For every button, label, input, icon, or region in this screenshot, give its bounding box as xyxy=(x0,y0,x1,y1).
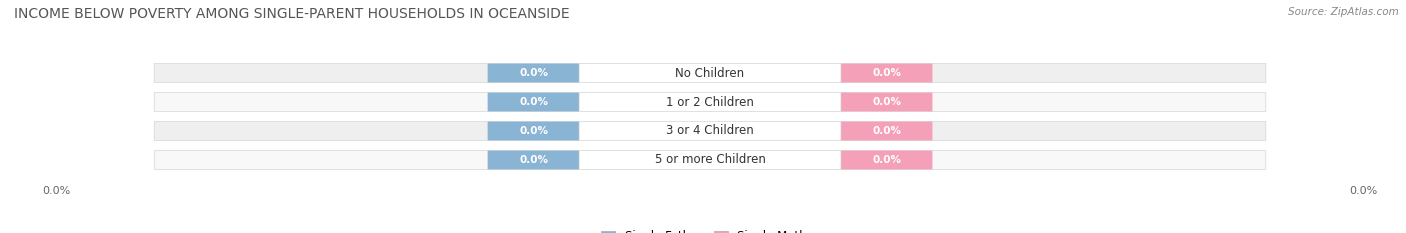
Text: 0.0%: 0.0% xyxy=(519,68,548,78)
FancyBboxPatch shape xyxy=(488,122,579,140)
Text: No Children: No Children xyxy=(675,66,745,79)
Text: 3 or 4 Children: 3 or 4 Children xyxy=(666,124,754,137)
Text: 0.0%: 0.0% xyxy=(872,155,901,165)
Text: 0.0%: 0.0% xyxy=(872,97,901,107)
FancyBboxPatch shape xyxy=(488,64,579,82)
Text: INCOME BELOW POVERTY AMONG SINGLE-PARENT HOUSEHOLDS IN OCEANSIDE: INCOME BELOW POVERTY AMONG SINGLE-PARENT… xyxy=(14,7,569,21)
FancyBboxPatch shape xyxy=(155,64,1265,82)
FancyBboxPatch shape xyxy=(579,64,841,82)
Text: 1 or 2 Children: 1 or 2 Children xyxy=(666,96,754,109)
FancyBboxPatch shape xyxy=(488,151,579,169)
Legend: Single Father, Single Mother: Single Father, Single Mother xyxy=(596,225,824,233)
FancyBboxPatch shape xyxy=(155,151,1265,169)
Text: 0.0%: 0.0% xyxy=(519,97,548,107)
FancyBboxPatch shape xyxy=(155,93,1265,111)
FancyBboxPatch shape xyxy=(579,151,841,169)
Text: 0.0%: 0.0% xyxy=(872,126,901,136)
FancyBboxPatch shape xyxy=(155,122,1265,140)
Text: 0.0%: 0.0% xyxy=(872,68,901,78)
Text: 0.0%: 0.0% xyxy=(519,155,548,165)
FancyBboxPatch shape xyxy=(841,151,932,169)
FancyBboxPatch shape xyxy=(579,93,841,111)
Text: 0.0%: 0.0% xyxy=(519,126,548,136)
FancyBboxPatch shape xyxy=(841,64,932,82)
Text: 5 or more Children: 5 or more Children xyxy=(655,154,765,167)
Text: Source: ZipAtlas.com: Source: ZipAtlas.com xyxy=(1288,7,1399,17)
FancyBboxPatch shape xyxy=(841,93,932,111)
FancyBboxPatch shape xyxy=(841,122,932,140)
FancyBboxPatch shape xyxy=(579,122,841,140)
FancyBboxPatch shape xyxy=(488,93,579,111)
